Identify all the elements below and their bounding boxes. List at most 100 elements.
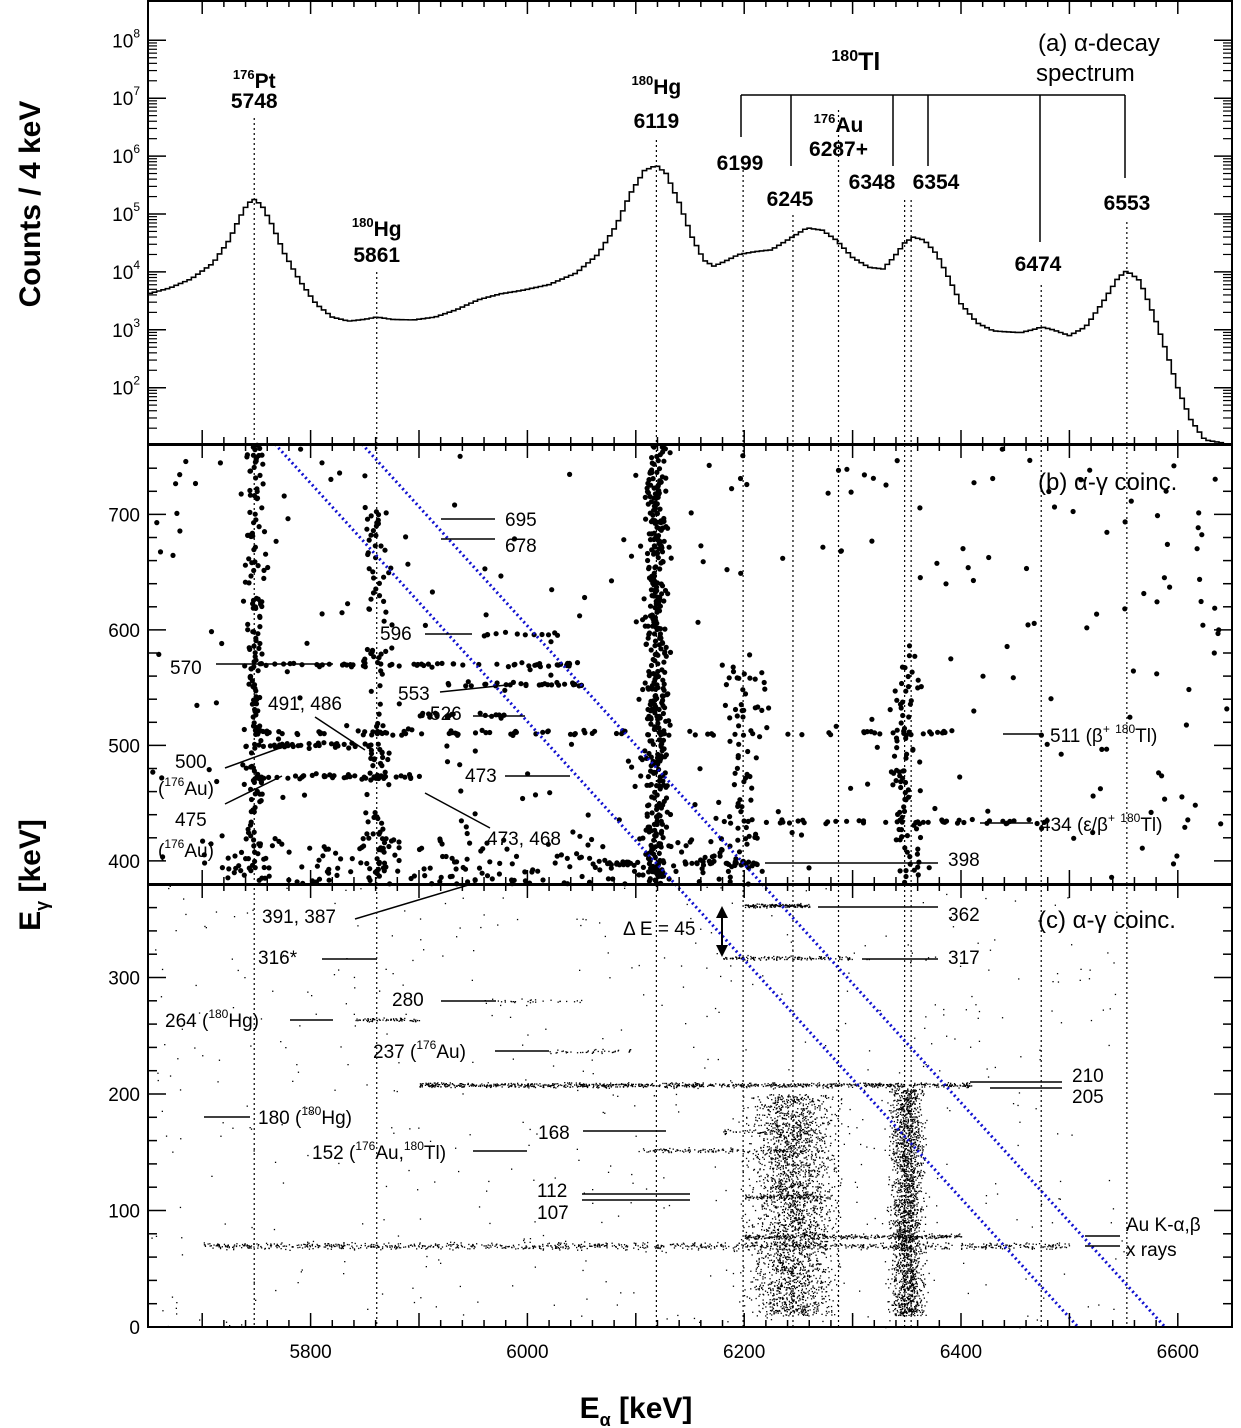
data-point bbox=[917, 1209, 919, 1211]
data-point bbox=[804, 1309, 807, 1311]
data-point bbox=[183, 458, 189, 465]
data-point bbox=[786, 1141, 788, 1143]
data-point bbox=[905, 684, 912, 690]
data-point bbox=[809, 1178, 811, 1180]
data-point bbox=[814, 1268, 816, 1270]
data-point bbox=[378, 661, 384, 667]
data-point bbox=[778, 1181, 780, 1183]
data-point bbox=[803, 1145, 806, 1147]
data-point bbox=[791, 1288, 793, 1290]
data-point bbox=[903, 1210, 906, 1213]
data-point bbox=[764, 1177, 766, 1179]
data-point bbox=[648, 662, 655, 669]
data-point bbox=[773, 1294, 775, 1296]
data-point bbox=[806, 1122, 808, 1124]
data-point bbox=[831, 1268, 833, 1271]
data-point bbox=[806, 1303, 808, 1305]
data-point bbox=[549, 682, 555, 688]
data-point bbox=[823, 1122, 825, 1125]
data-point bbox=[814, 1307, 816, 1309]
data-point bbox=[903, 1224, 905, 1227]
data-point bbox=[816, 1200, 818, 1202]
data-point bbox=[907, 1296, 909, 1298]
data-point bbox=[915, 864, 921, 870]
data-point bbox=[803, 1308, 805, 1311]
data-point bbox=[825, 1135, 827, 1137]
data-point bbox=[781, 1297, 784, 1300]
data-point bbox=[247, 509, 253, 515]
data-point bbox=[800, 1214, 803, 1217]
data-point bbox=[657, 626, 664, 632]
data-point bbox=[810, 1295, 812, 1297]
data-point bbox=[784, 1188, 786, 1190]
data-point bbox=[552, 630, 558, 636]
data-point bbox=[835, 1171, 838, 1173]
data-point bbox=[765, 1255, 767, 1257]
data-point bbox=[758, 1234, 760, 1237]
data-point bbox=[900, 1312, 902, 1314]
data-point bbox=[780, 1136, 782, 1138]
data-point bbox=[790, 1115, 792, 1117]
data-point bbox=[769, 1247, 772, 1249]
data-point bbox=[774, 1099, 777, 1101]
data-point bbox=[914, 1246, 916, 1248]
data-point bbox=[776, 1101, 778, 1103]
data-point bbox=[825, 1213, 828, 1215]
data-point bbox=[907, 1213, 910, 1215]
data-point bbox=[649, 460, 655, 466]
data-point bbox=[847, 1126, 849, 1128]
data-point bbox=[797, 1172, 800, 1175]
data-point bbox=[786, 1311, 788, 1313]
data-point bbox=[915, 1090, 917, 1092]
data-point bbox=[915, 1281, 917, 1283]
data-point bbox=[917, 1119, 919, 1122]
data-point bbox=[375, 517, 381, 523]
data-point bbox=[915, 1098, 917, 1100]
data-point bbox=[771, 1203, 773, 1205]
data-point bbox=[771, 1201, 773, 1203]
data-point bbox=[628, 553, 635, 559]
data-point bbox=[908, 698, 914, 704]
data-point bbox=[831, 1113, 833, 1116]
data-point bbox=[804, 1306, 806, 1309]
data-point bbox=[788, 1294, 790, 1296]
data-point bbox=[822, 1095, 825, 1097]
data-point bbox=[770, 1105, 772, 1107]
data-point bbox=[648, 499, 655, 505]
data-point bbox=[465, 679, 471, 685]
data-point bbox=[815, 1301, 817, 1303]
data-point bbox=[251, 768, 257, 774]
data-point bbox=[820, 1280, 822, 1282]
data-point bbox=[814, 1132, 816, 1134]
data-point bbox=[767, 1257, 769, 1259]
data-point bbox=[765, 1132, 767, 1134]
data-point bbox=[835, 1115, 838, 1117]
data-point bbox=[773, 1236, 776, 1238]
data-point bbox=[898, 1128, 901, 1130]
data-point bbox=[177, 472, 183, 478]
data-point bbox=[869, 538, 875, 544]
data-point bbox=[789, 1096, 791, 1098]
data-point bbox=[816, 1149, 818, 1151]
data-point bbox=[776, 1236, 778, 1238]
data-point bbox=[655, 661, 661, 667]
data-point bbox=[644, 550, 651, 557]
data-point bbox=[782, 1224, 784, 1226]
data-point bbox=[817, 1269, 819, 1272]
data-point bbox=[912, 1202, 914, 1205]
data-point bbox=[823, 1200, 825, 1202]
data-point bbox=[909, 1203, 911, 1205]
data-point bbox=[333, 850, 339, 856]
data-point bbox=[760, 1119, 762, 1121]
data-point bbox=[820, 1147, 823, 1149]
data-point bbox=[785, 1113, 787, 1115]
data-point bbox=[807, 1256, 809, 1258]
data-point bbox=[808, 1180, 810, 1182]
data-point bbox=[675, 840, 681, 846]
data-point bbox=[795, 1116, 797, 1118]
data-point bbox=[801, 1152, 803, 1154]
data-point bbox=[775, 1137, 777, 1139]
data-point bbox=[772, 1185, 774, 1187]
data-point bbox=[663, 524, 669, 530]
data-point bbox=[769, 1303, 771, 1305]
